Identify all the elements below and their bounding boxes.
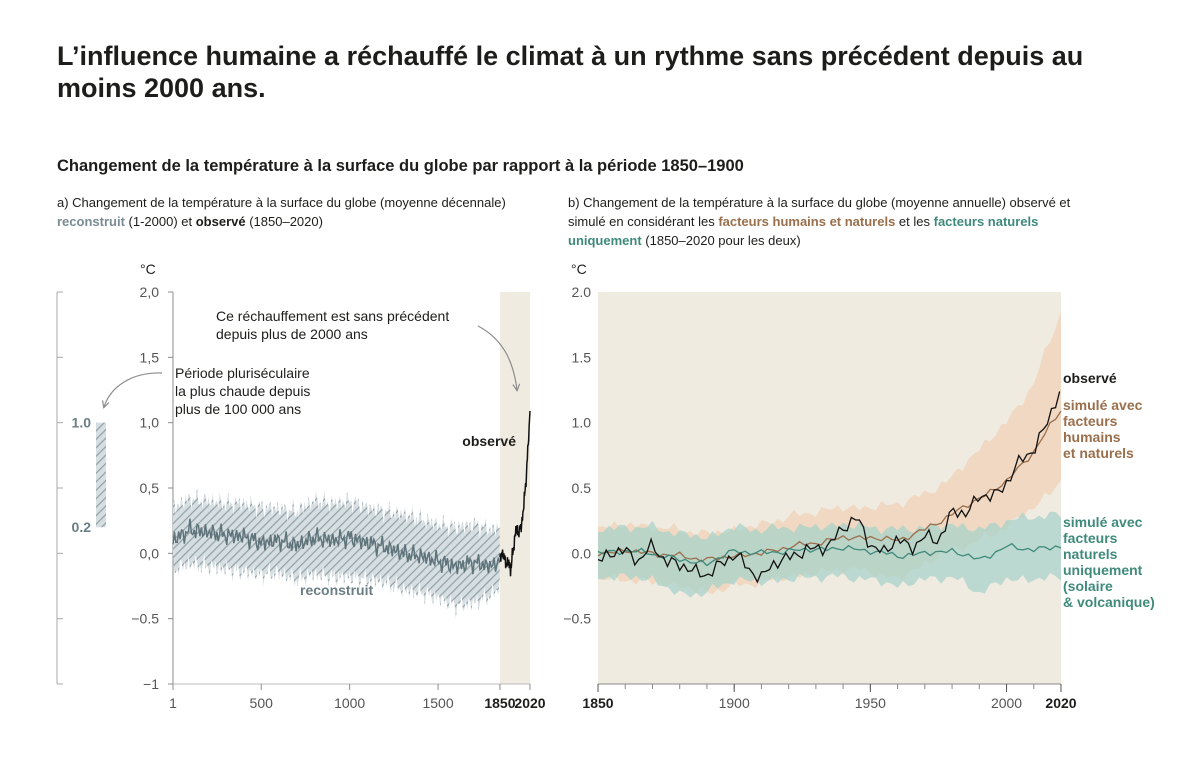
human-natural-series-label: facteurs xyxy=(1063,413,1118,429)
main-title: L’influence humaine a réchauffé le clima… xyxy=(57,41,1084,103)
y-tick-label: 0,0 xyxy=(140,545,160,561)
y-tick-label: 1.0 xyxy=(572,415,592,431)
y-tick-label: −1 xyxy=(143,676,159,692)
y-tick-label: 0.0 xyxy=(572,545,592,561)
annotation-warmest-line3: plus de 100 000 ans xyxy=(175,401,301,417)
x-tick-label: 1850 xyxy=(582,695,613,711)
natural-only-series-label: naturels xyxy=(1063,546,1118,562)
y-tick-label: 1,0 xyxy=(140,415,160,431)
natural-only-uncertainty-band xyxy=(598,511,1061,598)
inset-low-label: 0.2 xyxy=(72,519,92,535)
natural-only-series-label: simulé avec xyxy=(1063,514,1143,530)
y-tick-label: −0.5 xyxy=(563,611,591,627)
warmest-period-range-bar xyxy=(96,422,106,528)
chart-subtitle: Changement de la température à la surfac… xyxy=(57,157,744,175)
annotation-unprecedented-line2: depuis plus de 2000 ans xyxy=(216,326,368,342)
observed-series-line xyxy=(499,410,531,577)
panel-b-caption: b) Changement de la température à la sur… xyxy=(568,193,1098,250)
caption-b-text: b) Changement de la température à la sur… xyxy=(568,195,1071,229)
human-natural-series-line xyxy=(597,410,1062,563)
caption-b-post: (1850–2020 pour les deux) xyxy=(641,233,801,248)
caption-b-human: facteurs humains et naturels xyxy=(718,214,896,229)
human-natural-series-label: humains xyxy=(1063,429,1121,445)
reconstructed-series-line xyxy=(172,518,501,575)
y-unit-label: °C xyxy=(140,261,156,277)
human-natural-series-label: simulé avec xyxy=(1063,397,1143,413)
y-tick-label: 2,0 xyxy=(140,284,160,300)
x-tick-label: 1850 xyxy=(484,695,515,711)
x-tick-label: 1900 xyxy=(719,695,750,711)
x-tick-label: 1 xyxy=(169,695,177,711)
human-natural-uncertainty-band xyxy=(598,310,1061,595)
annotation-unprecedented-arrow xyxy=(477,325,517,390)
panel-a-chart: −1−0.50,00,51,01,52,0°C1 500 1000 1500 18502… xyxy=(56,261,546,711)
reconstructed-uncertainty-band xyxy=(173,486,500,619)
y-tick-label: −0.5 xyxy=(131,611,159,627)
inset-high-label: 1.0 xyxy=(72,415,92,431)
y-tick-label: 2.0 xyxy=(572,284,592,300)
y-tick-label: 1.5 xyxy=(572,349,592,365)
caption-a-post: (1850–2020) xyxy=(245,214,323,229)
observed-series-label: observé xyxy=(462,433,516,449)
x-tick-label: 1500 xyxy=(422,695,453,711)
panel-b-chart: °C −0.5 0.0 0.5 1.0 1.5 2.0 1850 1900 1950 2000 202… xyxy=(563,261,1154,711)
caption-a-text: a) Changement de la température à la sur… xyxy=(57,195,506,210)
panel-a-caption: a) Changement de la température à la sur… xyxy=(57,193,537,231)
caption-b-mid: et les xyxy=(895,214,934,229)
natural-only-series-label: & volcanique) xyxy=(1063,594,1155,610)
human-natural-series-label: et naturels xyxy=(1063,445,1134,461)
natural-only-series-label: uniquement xyxy=(1063,562,1143,578)
x-tick-label: 1950 xyxy=(855,695,886,711)
natural-only-series-line xyxy=(597,542,1062,567)
natural-only-series-label: facteurs xyxy=(1063,530,1118,546)
annotation-warmest-line2: la plus chaude depuis xyxy=(175,383,310,399)
caption-a-mid: (1-2000) et xyxy=(124,214,196,229)
y-tick-label: 0.5 xyxy=(572,480,592,496)
x-tick-label: 1000 xyxy=(334,695,365,711)
x-tick-label: 2000 xyxy=(991,695,1022,711)
y-tick-label: 0,5 xyxy=(140,480,160,496)
observed-series-line xyxy=(597,391,1061,584)
x-tick-label: 2020 xyxy=(514,695,545,711)
y-tick-label: 1,5 xyxy=(140,349,160,365)
annotation-unprecedented-line1: Ce réchauffement est sans précédent xyxy=(216,308,449,324)
annotation-warmest-arrow xyxy=(104,372,163,407)
reconstructed-series-label: reconstruit xyxy=(300,582,373,598)
caption-a-observed: observé xyxy=(195,214,246,229)
annotation-warmest-line1: Période pluriséculaire xyxy=(175,365,310,381)
x-tick-label: 500 xyxy=(250,695,274,711)
x-tick-label: 2020 xyxy=(1045,695,1076,711)
y-unit-label: °C xyxy=(571,261,587,277)
caption-a-reconstructed: reconstruit xyxy=(57,214,125,229)
natural-only-series-label: (solaire xyxy=(1063,578,1113,594)
observed-series-label: observé xyxy=(1063,370,1117,386)
caption-b-natural: facteurs naturels uniquement xyxy=(568,214,1039,248)
